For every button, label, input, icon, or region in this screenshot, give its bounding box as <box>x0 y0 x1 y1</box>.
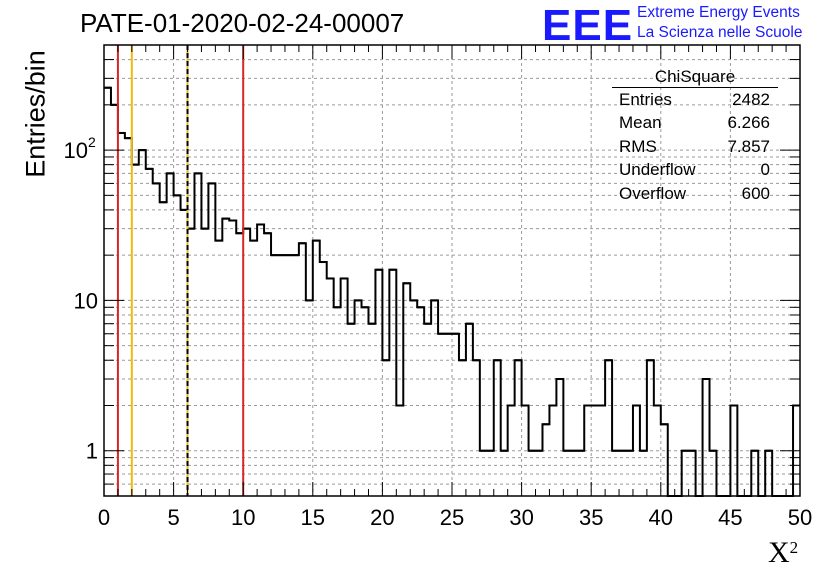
logo-caption: Extreme Energy Events La Scienza nelle S… <box>637 3 802 43</box>
y-axis-label: Entries/bin <box>20 50 51 178</box>
histogram-bins <box>104 86 800 452</box>
eee-logo: EEE <box>542 1 634 50</box>
logo-line-1: Extreme Energy Events <box>637 4 800 21</box>
stats-value: 600 <box>741 183 770 203</box>
y-tick-label: 10 <box>64 138 88 163</box>
stats-row-overflow: Overflow 600 <box>612 182 778 205</box>
y-tick-label: 1 <box>86 439 98 464</box>
stats-row-mean: Mean 6.266 <box>612 111 778 134</box>
stats-value: 0 <box>760 160 770 180</box>
stats-label: Overflow <box>619 183 687 203</box>
stats-title: ChiSquare <box>612 66 778 88</box>
x-axis-label-main: X <box>768 536 790 569</box>
stats-value: 7.857 <box>727 136 770 156</box>
x-tick-label: 40 <box>649 505 673 530</box>
y-tick-label: 10 <box>74 288 98 313</box>
x-tick-label: 0 <box>98 505 110 530</box>
y-tick-label-superscript: 2 <box>88 134 96 150</box>
stats-value: 6.266 <box>727 113 770 133</box>
stats-value: 2482 <box>732 90 770 109</box>
stats-box: ChiSquare Entries 2482 Mean 6.266 RMS 7.857… <box>612 66 778 205</box>
x-tick-label: 30 <box>509 505 533 530</box>
x-axis-label-superscript: 2 <box>789 538 799 557</box>
x-tick-label: 5 <box>167 505 179 530</box>
stats-row-underflow: Underflow 0 <box>612 158 778 181</box>
stats-row-rms: RMS 7.857 <box>612 135 778 158</box>
stats-row-entries: Entries 2482 <box>612 88 778 111</box>
x-tick-label: 10 <box>231 505 255 530</box>
chart-title: PATE-01-2020-02-24-00007 <box>80 8 405 38</box>
stats-label: Mean <box>619 113 662 133</box>
x-tick-label: 50 <box>788 505 812 530</box>
stats-label: Underflow <box>619 160 696 180</box>
x-axis-label: X2 <box>768 536 798 570</box>
x-tick-label: 20 <box>370 505 394 530</box>
stats-label: RMS <box>619 136 657 156</box>
x-tick-label: 25 <box>440 505 464 530</box>
x-tick-label: 45 <box>718 505 742 530</box>
stats-label: Entries <box>619 90 672 109</box>
x-tick-label: 35 <box>579 505 603 530</box>
plot-area <box>104 45 800 496</box>
x-tick-label: 15 <box>301 505 325 530</box>
logo-line-2: La Scienza nelle Scuole <box>637 24 803 41</box>
